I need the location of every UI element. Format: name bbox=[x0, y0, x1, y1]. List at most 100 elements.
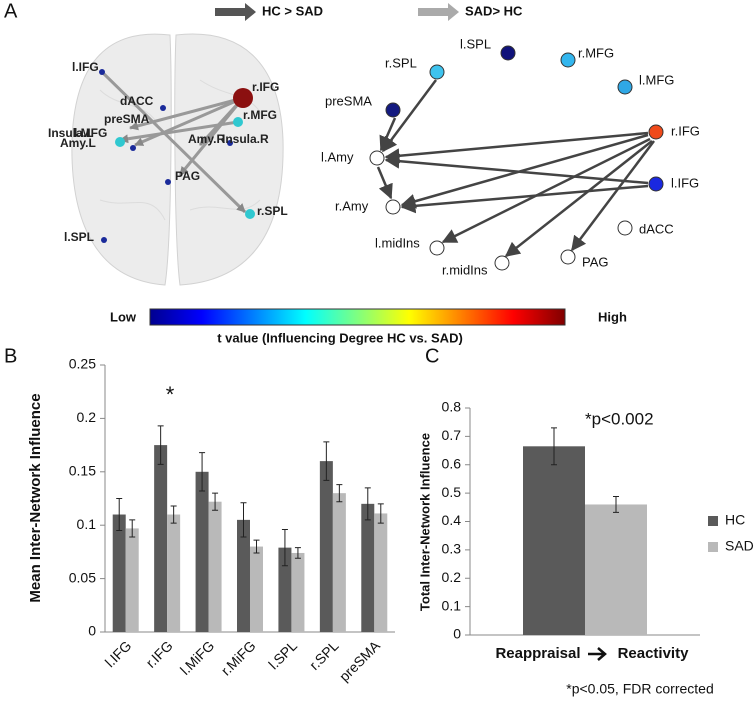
network-node bbox=[429, 240, 445, 256]
x-axis-label: Reactivity bbox=[618, 645, 690, 662]
x-tick-label: r.IFG bbox=[143, 637, 176, 670]
brain-label: r.IFG bbox=[252, 80, 279, 94]
footnote: *p<0.05, FDR corrected bbox=[566, 681, 713, 697]
colorbar-high: High bbox=[598, 309, 627, 324]
error-bar bbox=[253, 539, 260, 554]
bar bbox=[332, 493, 346, 632]
bar bbox=[125, 528, 139, 632]
network-node bbox=[560, 52, 576, 68]
legend-swatch bbox=[708, 516, 718, 526]
error-bar bbox=[199, 452, 206, 492]
network-node bbox=[648, 124, 664, 140]
error-bar bbox=[336, 484, 343, 503]
bar bbox=[278, 547, 292, 632]
error-bar bbox=[323, 441, 330, 481]
colorbar-title: t value (Influencing Degree HC vs. SAD) bbox=[217, 330, 463, 345]
annotation: * bbox=[166, 382, 175, 407]
bar bbox=[167, 514, 181, 632]
colorbar-low: Low bbox=[110, 309, 137, 324]
y-tick-label: 0.3 bbox=[442, 541, 462, 557]
network-node bbox=[369, 150, 385, 166]
arrow-legend-text: HC > SAD bbox=[262, 3, 323, 18]
brain-label: dACC bbox=[120, 94, 154, 108]
y-axis-label: Total Inter-Network Influence bbox=[417, 433, 432, 611]
bar bbox=[237, 519, 250, 632]
network-node bbox=[617, 220, 633, 236]
legend-label: SAD bbox=[725, 538, 754, 554]
y-tick-label: 0 bbox=[88, 623, 96, 639]
network-node-label: l.SPL bbox=[460, 36, 491, 51]
arrow-legend-icon bbox=[215, 3, 256, 21]
x-axis-arrow bbox=[588, 647, 607, 661]
network-node-label: l.midIns bbox=[375, 235, 420, 250]
bar bbox=[361, 503, 375, 632]
brain-label: l.MFG bbox=[74, 126, 107, 140]
error-bar bbox=[551, 427, 557, 466]
error-bar bbox=[129, 519, 136, 538]
network-node-label: r.midIns bbox=[442, 262, 488, 277]
network-node-label: preSMA bbox=[325, 93, 372, 108]
y-tick-label: 0.1 bbox=[442, 597, 462, 613]
error-bar bbox=[377, 503, 384, 524]
brain-label: Insula.L bbox=[48, 126, 93, 140]
panel-label: C bbox=[425, 345, 439, 367]
arrow-legend-text: SAD> HC bbox=[465, 3, 523, 18]
y-tick-label: 0 bbox=[453, 626, 461, 642]
brain-label: preSMA bbox=[104, 112, 150, 126]
error-bar bbox=[281, 528, 288, 567]
network-node-label: PAG bbox=[582, 254, 609, 269]
bar bbox=[374, 513, 388, 632]
annotation: *p<0.002 bbox=[585, 409, 654, 428]
brain-label: Amy.L bbox=[60, 136, 96, 150]
network-node bbox=[648, 176, 664, 192]
network-node-label: r.MFG bbox=[578, 45, 614, 60]
y-tick-label: 0.2 bbox=[77, 409, 97, 425]
x-tick-label: l.MiFG bbox=[177, 637, 217, 677]
error-bar bbox=[157, 425, 164, 465]
network-node bbox=[385, 199, 401, 215]
bar bbox=[523, 446, 585, 635]
y-tick-label: 0.25 bbox=[69, 356, 96, 372]
y-tick-label: 0.1 bbox=[77, 516, 97, 532]
network-node-label: dACC bbox=[639, 221, 674, 236]
bar bbox=[585, 504, 647, 635]
network-node bbox=[500, 45, 516, 61]
brain-label: l.IFG bbox=[72, 60, 99, 74]
network-edges bbox=[376, 79, 655, 257]
bar bbox=[195, 471, 209, 632]
bar bbox=[319, 461, 333, 632]
brain-label: r.MFG bbox=[243, 108, 277, 122]
panel-label: B bbox=[4, 345, 17, 367]
network-node-label: r.Amy bbox=[335, 198, 369, 213]
network-node bbox=[494, 255, 510, 271]
legend-swatch bbox=[708, 542, 718, 552]
error-bar bbox=[212, 492, 219, 511]
network-node-label: l.Amy bbox=[321, 149, 354, 164]
y-tick-label: 0.15 bbox=[69, 463, 96, 479]
error-bar bbox=[613, 496, 619, 513]
bar bbox=[291, 552, 305, 632]
network-node-label: r.SPL bbox=[385, 55, 417, 70]
legend-label: HC bbox=[725, 512, 745, 528]
x-tick-label: r.MiFG bbox=[218, 637, 259, 678]
y-tick-label: 0.6 bbox=[442, 455, 462, 471]
error-bar bbox=[240, 502, 247, 538]
x-tick-label: preSMA bbox=[336, 637, 384, 685]
brain-label: Insula.R bbox=[222, 132, 269, 146]
bar bbox=[250, 546, 263, 632]
brain-label: PAG bbox=[175, 169, 200, 183]
x-tick-label: r.SPL bbox=[306, 637, 342, 673]
y-tick-label: 0.7 bbox=[442, 427, 462, 443]
x-tick-label: l.SPL bbox=[265, 637, 300, 672]
brain-label: r.SPL bbox=[257, 204, 288, 218]
network-node bbox=[560, 249, 576, 265]
network-node bbox=[617, 79, 633, 95]
y-tick-label: 0.4 bbox=[442, 512, 462, 528]
brain bbox=[71, 33, 284, 286]
y-tick-label: 0.8 bbox=[442, 399, 462, 415]
error-bar bbox=[116, 498, 123, 532]
y-tick-label: 0.05 bbox=[69, 569, 96, 585]
network-node-label: l.IFG bbox=[671, 175, 699, 190]
bar bbox=[112, 514, 126, 632]
